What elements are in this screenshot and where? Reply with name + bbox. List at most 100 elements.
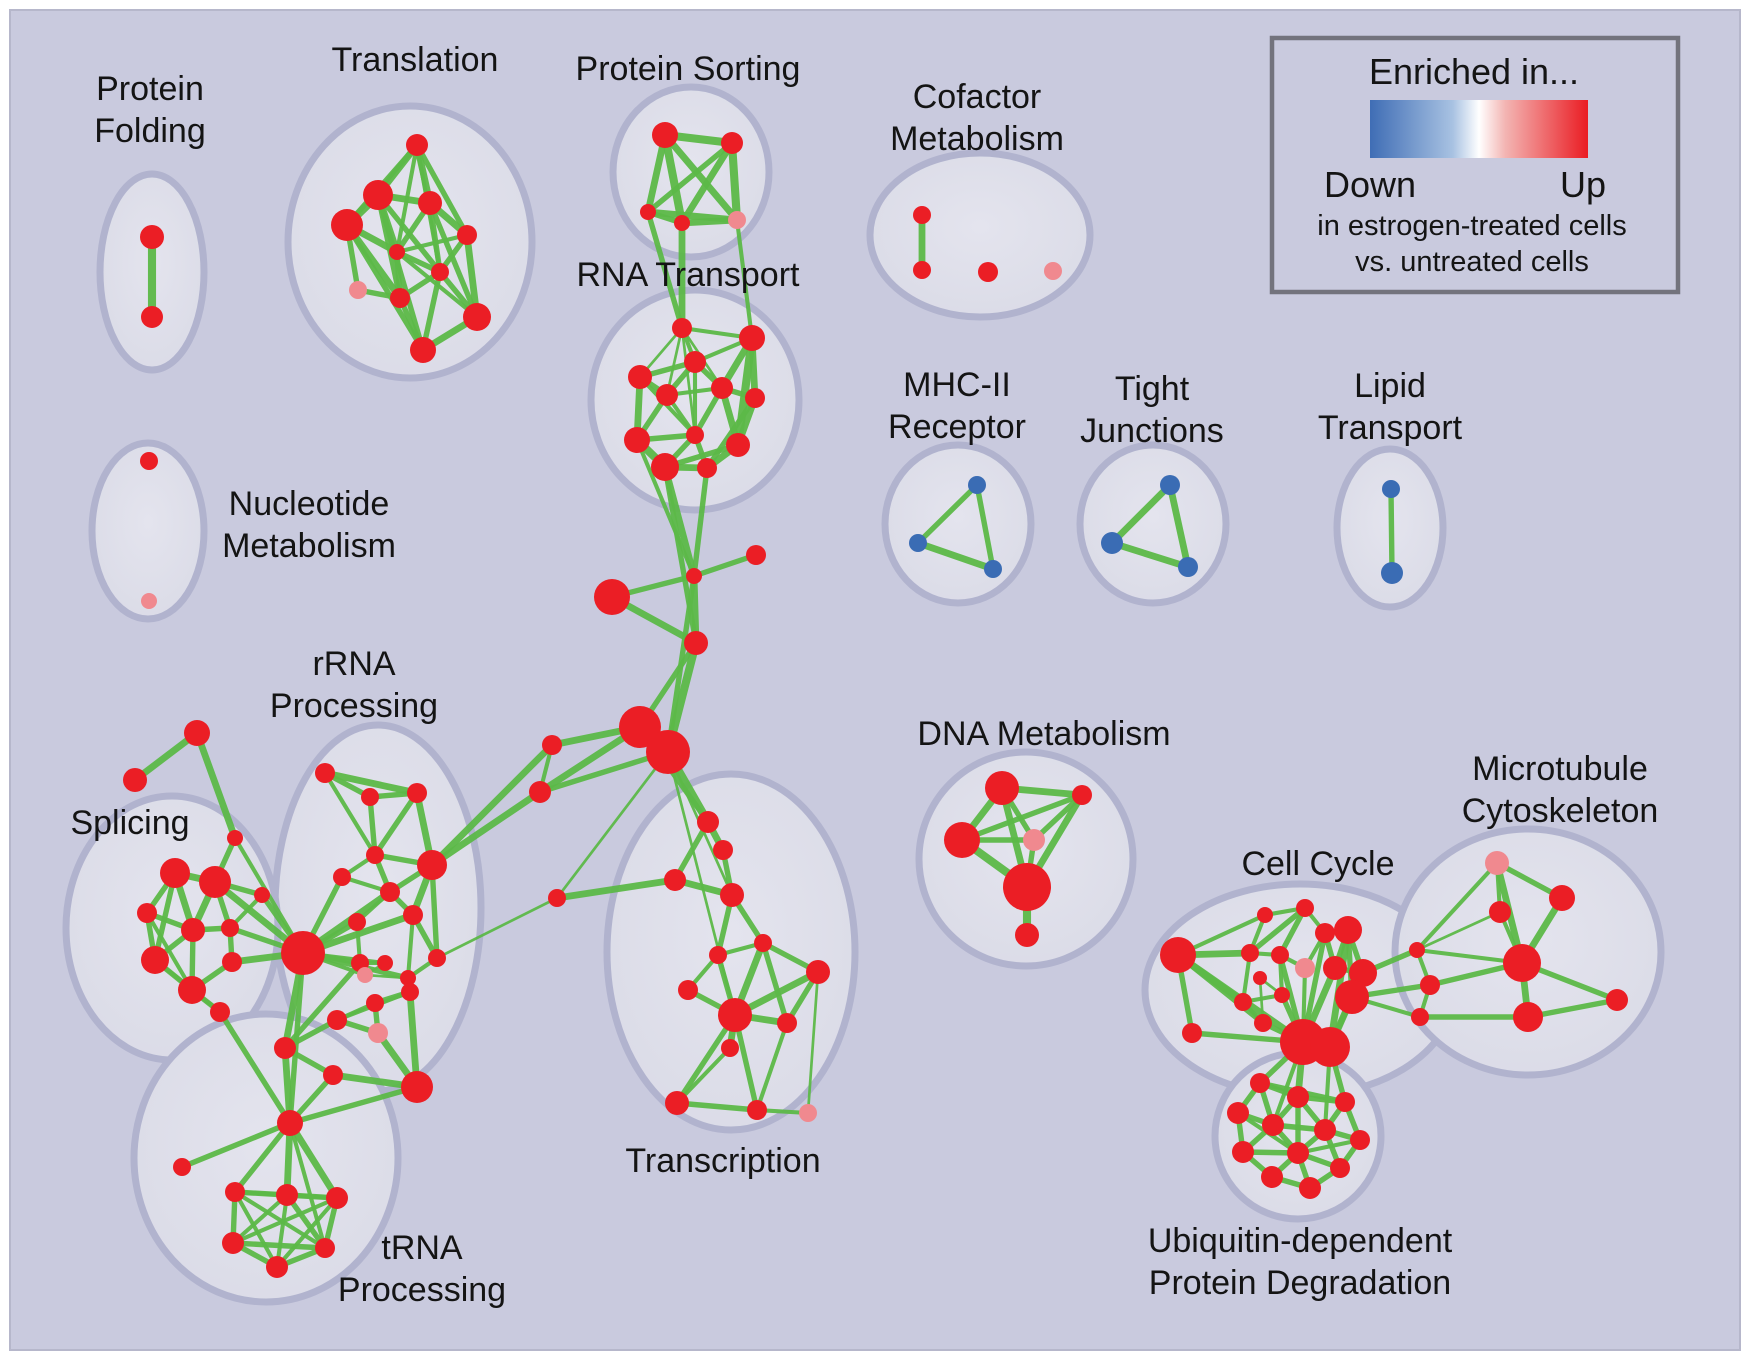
node-rt6 — [745, 388, 765, 408]
edge-rr14-ua0 — [287, 950, 306, 1126]
node-tl7 — [349, 281, 367, 299]
node-mt1 — [1549, 885, 1575, 911]
node-mt2 — [1489, 901, 1511, 923]
node-ub9 — [1330, 1158, 1350, 1178]
node-dm3 — [1023, 829, 1045, 851]
cluster-label-tight-junctions: Tight Junctions — [1080, 370, 1224, 450]
node-co6 — [542, 735, 562, 755]
cluster-label-rrna-processing: rRNA Processing — [270, 645, 438, 725]
edge-co0-co1 — [691, 552, 759, 579]
edge-tr0-tr2 — [672, 819, 711, 883]
node-cc15 — [1315, 923, 1335, 943]
legend-caption-line2: vs. untreated cells — [1355, 246, 1589, 278]
edge-ps0-ps2 — [644, 131, 669, 216]
node-mt3 — [1503, 944, 1541, 982]
node-rr21 — [327, 1010, 347, 1030]
edge-tl2-tl9 — [427, 200, 480, 320]
node-tl2 — [418, 191, 442, 215]
node-ua2 — [225, 1182, 245, 1202]
node-rr5 — [417, 850, 447, 880]
node-ub3 — [1227, 1102, 1249, 1124]
node-tl9 — [463, 303, 491, 331]
node-cc13 — [1257, 907, 1273, 923]
node-ua3 — [276, 1184, 298, 1206]
node-dm1 — [1072, 785, 1092, 805]
node-cc17 — [1253, 971, 1267, 985]
node-sp1 — [199, 866, 231, 898]
node-ps4 — [728, 211, 746, 229]
node-ps1 — [721, 132, 743, 154]
node-rr18 — [401, 1071, 433, 1103]
node-dm0 — [985, 771, 1019, 805]
node-tr1 — [713, 840, 733, 860]
node-cc16 — [1334, 916, 1362, 944]
node-rt2 — [684, 351, 706, 373]
node-tj1 — [1101, 532, 1123, 554]
node-rr17 — [323, 1065, 343, 1085]
edge-mt0-cc18 — [1414, 860, 1500, 953]
node-lt0 — [1382, 480, 1400, 498]
edge-tl6-tl10 — [420, 269, 443, 353]
cluster-label-transcription: Transcription — [625, 1142, 820, 1180]
edge-ua5-ua6 — [230, 1240, 328, 1251]
node-tl0 — [406, 134, 428, 156]
node-rr20 — [401, 983, 419, 1001]
legend-gradient-bar — [1370, 100, 1588, 158]
cluster-label-splicing: Splicing — [70, 804, 189, 842]
node-pf1 — [141, 306, 163, 328]
node-cc4 — [1323, 956, 1347, 980]
node-rr13 — [428, 949, 446, 967]
legend-caption-line1: in estrogen-treated cells — [1317, 210, 1627, 242]
legend-title: Enriched in... — [1369, 51, 1579, 92]
node-tr4 — [709, 946, 727, 964]
node-sp4 — [221, 919, 239, 937]
edge-ua0-ua4 — [286, 1119, 341, 1202]
node-sp7 — [178, 976, 206, 1004]
node-cf3 — [1044, 262, 1062, 280]
node-pf0 — [140, 225, 164, 249]
edge-lt0-lt1 — [1388, 486, 1395, 576]
cluster-label-rna-transport: RNA Transport — [577, 256, 801, 294]
node-tl3 — [331, 209, 363, 241]
edge-ua3-ua5 — [230, 1192, 290, 1246]
edge-tr11-tr12 — [674, 1100, 760, 1113]
edge-cc1-cc14 — [1247, 905, 1308, 956]
edge-rr5-co6 — [428, 741, 556, 869]
edge-ps1-ps2 — [645, 140, 735, 215]
node-mt5 — [1606, 989, 1628, 1011]
legend-box — [1269, 35, 1681, 295]
node-mt4 — [1513, 1002, 1543, 1032]
node-rt1 — [739, 325, 765, 351]
edge-tl4-tl5 — [394, 232, 470, 255]
cluster-label-cell-cycle: Cell Cycle — [1241, 845, 1394, 883]
node-dm4 — [1003, 863, 1051, 911]
node-tr5 — [754, 934, 772, 952]
legend-up-label: Up — [1560, 164, 1606, 205]
node-rt10 — [651, 453, 679, 481]
node-ua0 — [277, 1110, 303, 1136]
node-cc7 — [1234, 993, 1252, 1011]
edge-ps0-ps4 — [661, 131, 741, 224]
node-tri0 — [184, 720, 210, 746]
node-cc10 — [1182, 1023, 1202, 1043]
node-tr2 — [664, 869, 686, 891]
node-rr0 — [315, 763, 335, 783]
cluster-ellipse-cofactor-metabolism — [866, 149, 1094, 321]
node-rr12 — [400, 970, 416, 986]
node-mh2 — [984, 560, 1002, 578]
node-ua4 — [326, 1187, 348, 1209]
node-rt9 — [726, 433, 750, 457]
node-ps0 — [652, 122, 678, 148]
node-ub4 — [1262, 1114, 1284, 1136]
node-rr11 — [357, 967, 373, 983]
edge-ua4-ua5 — [230, 1195, 340, 1246]
cluster-label-ubiquitin-degradation: Ubiquitin-dependent Protein Degradation — [1148, 1222, 1453, 1302]
node-sp3 — [181, 918, 205, 942]
edge-mh0-mh1 — [915, 482, 980, 546]
edge-ps1-ps3 — [678, 139, 736, 227]
node-tr12 — [747, 1100, 767, 1120]
node-mh1 — [909, 534, 927, 552]
node-ub5 — [1314, 1119, 1336, 1141]
node-ub0 — [1250, 1073, 1270, 1093]
edge-rr8-rr12 — [405, 912, 416, 981]
